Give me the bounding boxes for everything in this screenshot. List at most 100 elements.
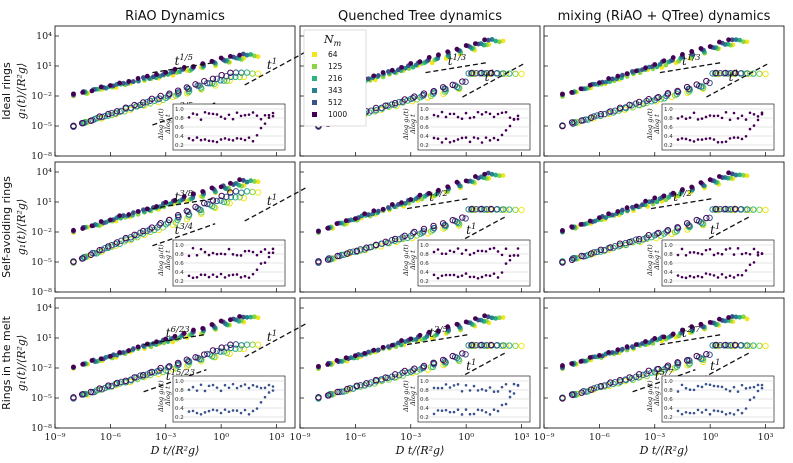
- data-point-open: [616, 104, 624, 112]
- data-point-filled: [560, 363, 565, 368]
- inset-point: [752, 247, 756, 251]
- x-tick-label: 10⁻⁶: [100, 432, 121, 443]
- data-point-filled: [71, 227, 76, 233]
- data-point-open: [183, 207, 190, 215]
- inset-point: [688, 411, 692, 415]
- data-point-open: [487, 341, 495, 349]
- data-point-open: [593, 384, 601, 391]
- data-point-filled: [218, 318, 224, 324]
- inset-point: [448, 273, 452, 277]
- inset-ylabel-den: Δlog t: [164, 386, 172, 407]
- y-tick-label: 10¹: [36, 61, 52, 72]
- inset-point: [468, 389, 472, 392]
- data-point-filled: [80, 226, 86, 231]
- inset-point: [452, 273, 456, 277]
- column-title: mixing (RiAO + QTree) dynamics: [558, 9, 771, 24]
- data-point-open: [183, 356, 190, 363]
- data-point-open: [122, 104, 129, 111]
- data-point-filled: [615, 347, 621, 353]
- y-tick-label: 10¹: [36, 197, 52, 208]
- data-point-open: [223, 72, 230, 80]
- inset-point: [720, 410, 724, 414]
- slope-annotation: t6/23: [166, 325, 190, 340]
- y-tick-label: 10⁻⁸: [31, 423, 52, 434]
- inset-y-tick-label: 0.2: [175, 415, 184, 421]
- data-point-filled: [191, 191, 196, 197]
- inset-point: [704, 382, 708, 386]
- data-point-filled: [366, 212, 371, 218]
- slope-annotation: t1/5: [175, 53, 194, 68]
- data-point-open: [632, 100, 640, 107]
- guide-line: [152, 61, 216, 74]
- inset-point: [203, 250, 207, 254]
- data-point-filled: [131, 210, 136, 216]
- inset-point: [199, 383, 203, 387]
- inset-point: [259, 262, 263, 265]
- data-point-filled: [131, 346, 136, 352]
- data-point-filled: [740, 314, 746, 320]
- data-point-open: [439, 220, 447, 227]
- data-point-filled: [399, 64, 404, 70]
- inset-point: [259, 250, 263, 254]
- data-point-open: [391, 235, 399, 243]
- data-point-filled: [107, 217, 113, 223]
- inset-point: [716, 276, 720, 279]
- data-point-filled: [237, 314, 243, 319]
- data-point-filled: [436, 52, 441, 58]
- data-point-open: [419, 229, 426, 236]
- guide-line: [406, 333, 470, 346]
- inset-point: [684, 117, 688, 121]
- inset-point: [472, 275, 476, 279]
- x-tick-label: 10³: [758, 432, 774, 443]
- inset-point: [492, 272, 496, 275]
- data-point-filled: [445, 49, 451, 55]
- inset-point: [684, 410, 688, 414]
- inset-y-tick-label: 1.0: [175, 107, 184, 113]
- data-point-open: [559, 122, 566, 130]
- data-point-open: [232, 73, 239, 81]
- inset-point: [720, 252, 724, 256]
- inset-point: [488, 386, 492, 389]
- data-point-filled: [454, 179, 460, 185]
- chart-panel: t1/3 t1 1.0 0.8 0.6 0.4 0.2 Δlog g₁(t) Δlog t: [543, 25, 785, 157]
- inset-point: [191, 276, 195, 280]
- data-point-filled: [670, 331, 676, 337]
- data-point-filled: [649, 198, 655, 204]
- inset-point: [223, 252, 227, 256]
- data-point-open: [366, 109, 373, 116]
- data-point-open: [703, 351, 710, 358]
- inset-point: [516, 254, 520, 257]
- data-point-filled: [670, 55, 676, 60]
- data-point-filled: [737, 172, 743, 178]
- inset-point: [235, 386, 239, 390]
- inset-point: [460, 389, 464, 393]
- panel-frame: [54, 25, 296, 157]
- data-point-filled: [436, 328, 441, 334]
- data-point-open: [382, 102, 389, 109]
- data-point-open: [762, 342, 769, 350]
- inset-point: [223, 276, 227, 279]
- inset: 1.0 0.8 0.6 0.4 0.2 Δlog g₁(t) Δlog t: [157, 375, 286, 423]
- data-point-filled: [610, 212, 615, 218]
- inset-point: [472, 136, 476, 139]
- data-point-filled: [399, 338, 404, 343]
- y-tick-label: 10⁻⁵: [31, 393, 52, 404]
- guide-line: [425, 61, 489, 74]
- inset-point: [468, 253, 472, 256]
- inset-point: [732, 136, 736, 139]
- inset-point: [728, 274, 732, 278]
- data-point-filled: [578, 359, 584, 364]
- inset-point: [203, 110, 207, 114]
- inset-point: [688, 388, 692, 392]
- inset-y-tick-label: 0.6: [420, 397, 429, 403]
- data-point-open: [588, 386, 595, 393]
- data-point-filled: [80, 361, 86, 367]
- data-point-open: [750, 70, 757, 77]
- data-point-open: [597, 383, 605, 390]
- inset-y-tick-label: 0.8: [175, 388, 184, 394]
- x-axis-label: D t/⟨R²g⟩: [150, 444, 200, 457]
- data-point-open: [756, 70, 763, 77]
- inset-ylabel-num: Δlog g₁(t): [646, 380, 654, 413]
- inset-point: [496, 250, 500, 253]
- inset-y-tick-label: 1.0: [175, 243, 184, 249]
